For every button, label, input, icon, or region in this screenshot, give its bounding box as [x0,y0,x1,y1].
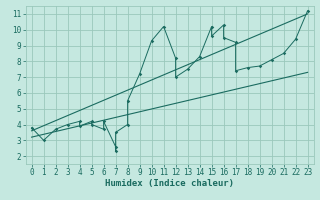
X-axis label: Humidex (Indice chaleur): Humidex (Indice chaleur) [105,179,234,188]
